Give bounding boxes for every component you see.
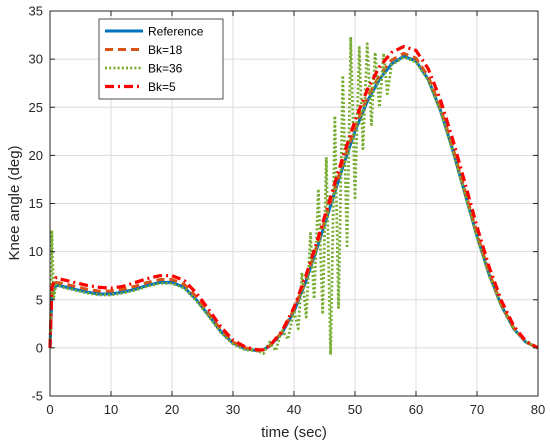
y-tick-label: 35 [29, 4, 43, 19]
x-axis-ticks: 0 10 20 30 40 50 60 70 80 [46, 11, 545, 417]
y-tick-label: -5 [31, 389, 43, 404]
x-tick-label: 40 [287, 402, 301, 417]
x-tick-label: 10 [104, 402, 118, 417]
y-tick-label: 20 [29, 148, 43, 163]
y-axis-ticks: -5 0 5 10 15 20 25 30 35 [29, 4, 538, 404]
legend: Reference Bk=18 Bk=36 Bk=5 [98, 18, 224, 100]
x-tick-label: 30 [226, 402, 240, 417]
legend-label: Bk=18 [148, 43, 183, 57]
y-tick-label: 0 [36, 340, 43, 355]
y-axis-label: Knee angle (deg) [6, 145, 23, 260]
series-lines [48, 35, 539, 357]
y-tick-label: 15 [29, 196, 43, 211]
y-tick-label: 5 [36, 292, 43, 307]
legend-label: Bk=5 [148, 80, 176, 94]
series-line-bk-5 [48, 45, 539, 352]
x-tick-label: 20 [165, 402, 179, 417]
legend-label: Bk=36 [148, 62, 183, 76]
legend-label: Reference [148, 25, 204, 39]
y-tick-label: 30 [29, 52, 43, 67]
x-tick-label: 60 [409, 402, 423, 417]
x-tick-label: 70 [470, 402, 484, 417]
x-tick-label: 50 [348, 402, 362, 417]
x-tick-label: 80 [531, 402, 545, 417]
x-tick-label: 0 [46, 402, 53, 417]
x-axis-label: time (sec) [261, 424, 327, 441]
horizontal-grid-lines [50, 58, 538, 349]
y-tick-label: 10 [29, 244, 43, 259]
y-tick-label: 25 [29, 100, 43, 115]
